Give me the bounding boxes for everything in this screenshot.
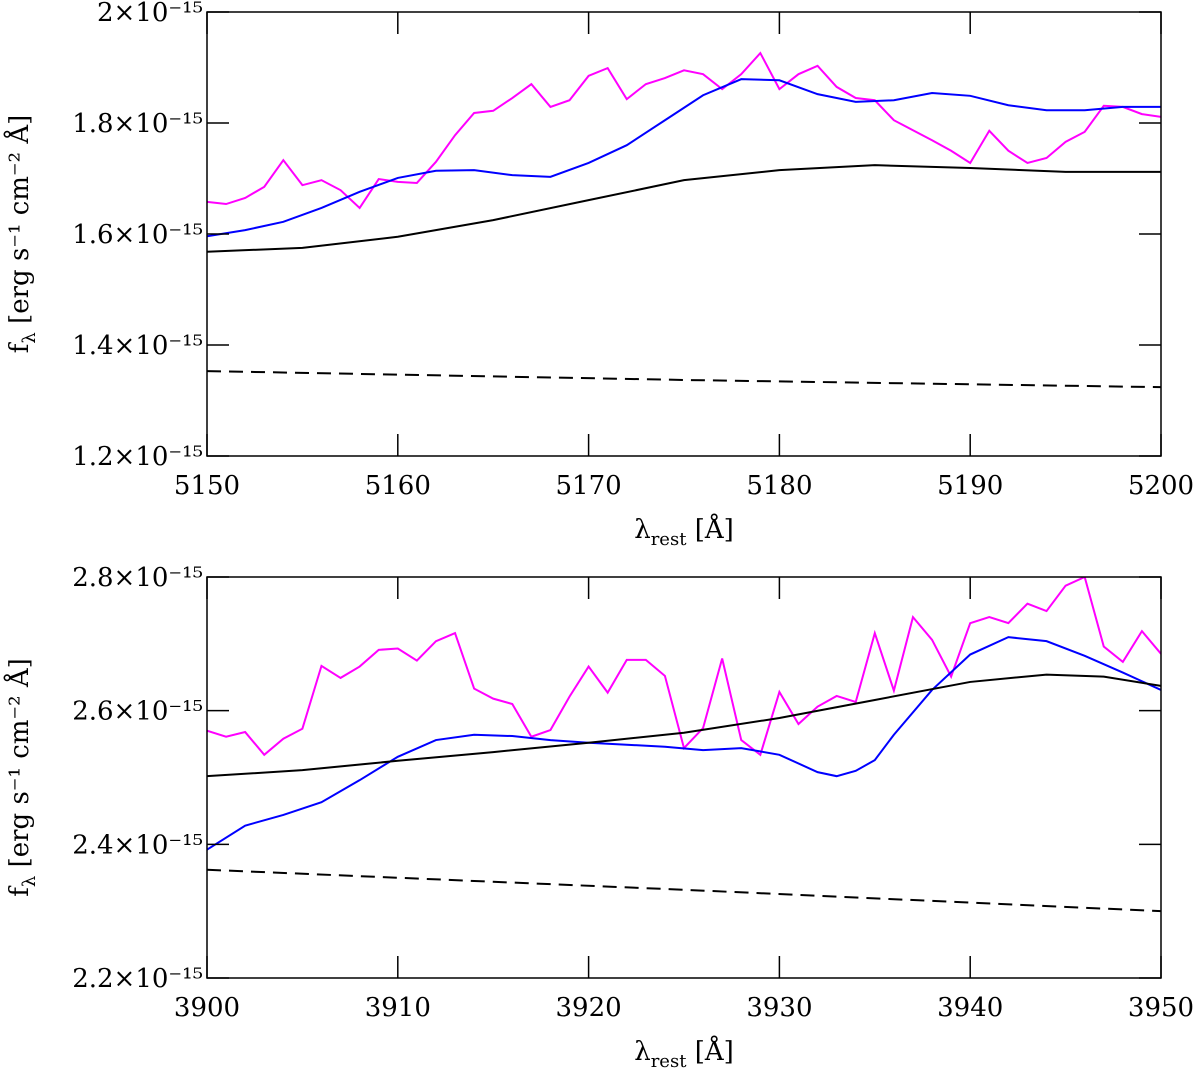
x-tick-label: 3930: [746, 993, 812, 1023]
y-axis-label: fλ [erg s⁻¹ cm⁻² Å]: [3, 658, 40, 896]
x-tick-label: 5160: [365, 471, 431, 501]
x-label-sub: rest: [651, 529, 687, 550]
y-tick-label: 2.2×10⁻¹⁵: [72, 964, 203, 994]
y-label-unit: [erg s⁻¹ cm⁻² Å]: [3, 658, 35, 875]
line: [207, 78, 1161, 238]
x-tick-label: 3910: [365, 993, 431, 1023]
y-label-symbol: f: [5, 341, 35, 353]
y-tick-label: 2.8×10⁻¹⁵: [72, 563, 203, 593]
x-label-symbol: λ: [634, 1037, 650, 1067]
line: [207, 51, 1161, 210]
x-tick-label: 3940: [937, 993, 1003, 1023]
y-tick-label: 2.4×10⁻¹⁵: [72, 830, 203, 860]
y-tick-label: 2.6×10⁻¹⁵: [72, 697, 203, 727]
dashed-line: [207, 868, 1161, 913]
x-tick-label: 3900: [174, 993, 240, 1023]
line: [207, 636, 1161, 851]
line: [207, 673, 1161, 778]
y-label-sub: λ: [19, 876, 40, 887]
line: [207, 577, 1161, 757]
x-tick-label: 5170: [556, 471, 622, 501]
x-tick-label: 5200: [1128, 471, 1194, 501]
x-tick-label: 3920: [556, 993, 622, 1023]
line: [207, 164, 1161, 253]
x-tick-label: 3950: [1128, 993, 1194, 1023]
x-label-sub: rest: [651, 1051, 687, 1072]
x-tick-label: 5190: [937, 471, 1003, 501]
dashed-line: [207, 370, 1161, 389]
x-axis-label: λrest [Å]: [634, 513, 734, 550]
y-tick-label: 2×10⁻¹⁵: [97, 0, 203, 28]
x-axis-label: λrest [Å]: [634, 1035, 734, 1072]
x-label-symbol: λ: [634, 515, 650, 545]
y-tick-label: 1.4×10⁻¹⁵: [72, 331, 203, 361]
x-label-unit: [Å]: [686, 513, 733, 545]
y-axis-label: fλ [erg s⁻¹ cm⁻² Å]: [3, 115, 40, 353]
y-label-symbol: f: [5, 885, 35, 897]
y-tick-label: 1.2×10⁻¹⁵: [72, 442, 203, 472]
plot-frame: [206, 11, 1162, 457]
x-tick-label: 5180: [746, 471, 812, 501]
plot-frame: [206, 576, 1162, 979]
y-label-unit: [erg s⁻¹ cm⁻² Å]: [3, 115, 35, 332]
y-tick-label: 1.8×10⁻¹⁵: [72, 109, 203, 139]
y-label-sub: λ: [19, 332, 40, 343]
y-tick-label: 1.6×10⁻¹⁵: [72, 220, 203, 250]
x-tick-label: 5150: [174, 471, 240, 501]
x-label-unit: [Å]: [686, 1035, 733, 1067]
